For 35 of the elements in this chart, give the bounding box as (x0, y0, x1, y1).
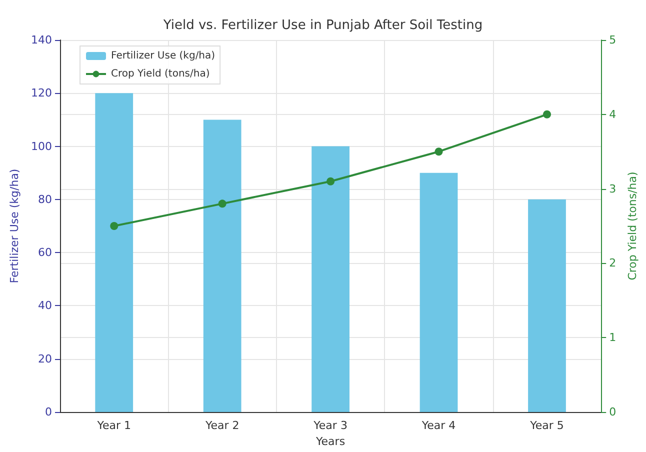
y2-tick-label: 4 (609, 108, 616, 121)
chart-title: Yield vs. Fertilizer Use in Punjab After Soil Testing (162, 18, 483, 33)
x-axis-title: Years (315, 435, 346, 448)
x-tick-label: Year 1 (96, 419, 132, 432)
bar (420, 172, 458, 412)
bar (95, 93, 134, 412)
y2-axis-title: Crop Yield (tons/ha) (626, 172, 639, 280)
x-tick-label: Year 3 (312, 419, 348, 432)
x-tick-label: Year 5 (529, 419, 564, 432)
y-tick-label: 20 (38, 352, 52, 366)
y2-tick-label: 3 (609, 182, 616, 196)
y-tick-label: 140 (31, 34, 52, 46)
y-tick-label: 40 (38, 299, 52, 312)
x-tick-label: Year 2 (204, 419, 240, 432)
legend-label: Fertilizer Use (kg/ha) (111, 50, 216, 62)
point (434, 148, 443, 156)
y2-tick-label: 5 (609, 34, 616, 46)
y2-tick-label: 0 (609, 406, 616, 418)
y-tick-label: 80 (38, 192, 52, 206)
y2-tick-label: 1 (609, 331, 616, 344)
bar (528, 199, 566, 412)
y-tick-label: 60 (38, 246, 52, 260)
y2-tick-label: 2 (609, 256, 616, 270)
point (543, 110, 551, 118)
y-tick-label: 0 (45, 406, 52, 418)
y-tick-label: 100 (31, 140, 52, 153)
bar (203, 120, 242, 412)
point (218, 200, 226, 208)
point (326, 177, 335, 186)
y-tick-label: 120 (31, 86, 52, 100)
y-axis-title: Fertilizer Use (kg/ha) (8, 168, 22, 284)
bar (312, 146, 350, 412)
x-tick-label: Year 4 (420, 419, 456, 432)
legend-label: Crop Yield (tons/ha) (111, 68, 210, 80)
point (110, 222, 118, 230)
